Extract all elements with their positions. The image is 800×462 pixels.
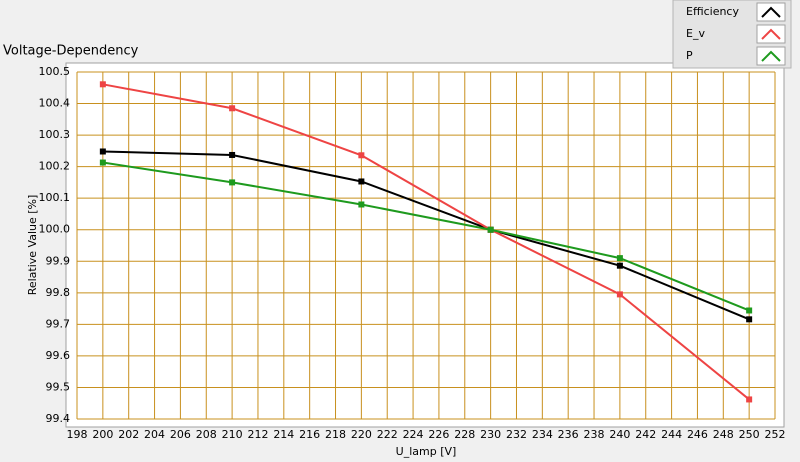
data-point bbox=[746, 307, 753, 314]
x-tick-label: 214 bbox=[273, 428, 294, 441]
x-tick-label: 248 bbox=[713, 428, 734, 441]
x-tick-label: 224 bbox=[403, 428, 424, 441]
x-tick-label: 252 bbox=[765, 428, 786, 441]
x-tick-label: 250 bbox=[739, 428, 760, 441]
data-point bbox=[616, 262, 623, 269]
data-point bbox=[358, 152, 365, 159]
data-point bbox=[99, 159, 106, 166]
x-tick-label: 222 bbox=[377, 428, 398, 441]
y-tick-label: 99.5 bbox=[46, 380, 71, 393]
x-tick-label: 228 bbox=[454, 428, 475, 441]
legend-label: P bbox=[686, 49, 693, 62]
x-tick-label: 206 bbox=[170, 428, 191, 441]
x-tick-label: 220 bbox=[351, 428, 372, 441]
x-tick-label: 236 bbox=[558, 428, 579, 441]
y-tick-label: 99.8 bbox=[46, 286, 71, 299]
legend-swatch bbox=[761, 6, 781, 18]
data-point bbox=[358, 178, 365, 185]
y-tick-label: 99.9 bbox=[46, 254, 71, 267]
x-tick-label: 216 bbox=[299, 428, 320, 441]
x-tick-label: 202 bbox=[118, 428, 139, 441]
y-tick-label: 99.4 bbox=[46, 412, 71, 425]
data-point bbox=[229, 179, 236, 186]
plot-area bbox=[65, 62, 785, 428]
data-point bbox=[487, 226, 494, 233]
series-line bbox=[102, 83, 750, 401]
legend-swatch bbox=[761, 50, 781, 62]
data-point bbox=[616, 255, 623, 262]
data-point bbox=[99, 81, 106, 88]
x-tick-label: 244 bbox=[661, 428, 682, 441]
x-tick-label: 204 bbox=[144, 428, 165, 441]
data-point bbox=[746, 316, 753, 323]
legend-swatch-box bbox=[756, 24, 786, 44]
x-tick-label: 198 bbox=[67, 428, 88, 441]
data-point bbox=[616, 291, 623, 298]
x-tick-label: 226 bbox=[428, 428, 449, 441]
legend-swatch-box bbox=[756, 46, 786, 66]
y-tick-label: 100.4 bbox=[39, 97, 71, 110]
y-axis-label: Relative Value [%] bbox=[26, 195, 39, 296]
chart-title: Voltage-Dependency bbox=[3, 44, 139, 59]
data-point bbox=[229, 151, 236, 158]
data-point bbox=[229, 105, 236, 112]
data-point bbox=[746, 396, 753, 403]
x-tick-label: 246 bbox=[687, 428, 708, 441]
x-tick-label: 208 bbox=[196, 428, 217, 441]
x-tick-label: 242 bbox=[635, 428, 656, 441]
legend-swatch bbox=[761, 28, 781, 40]
x-tick-label: 238 bbox=[584, 428, 605, 441]
data-point bbox=[99, 148, 106, 155]
x-tick-label: 200 bbox=[92, 428, 113, 441]
data-point bbox=[358, 201, 365, 208]
y-tick-label: 100.0 bbox=[39, 223, 71, 236]
x-tick-label: 210 bbox=[222, 428, 243, 441]
y-tick-label: 100.2 bbox=[39, 160, 71, 173]
y-tick-label: 100.1 bbox=[39, 191, 71, 204]
y-tick-label: 99.7 bbox=[46, 317, 71, 330]
series-line bbox=[102, 150, 750, 321]
y-tick-label: 100.3 bbox=[39, 128, 71, 141]
x-tick-label: 232 bbox=[506, 428, 527, 441]
x-tick-label: 230 bbox=[480, 428, 501, 441]
x-tick-label: 234 bbox=[532, 428, 553, 441]
x-tick-label: 212 bbox=[247, 428, 268, 441]
legend-label: E_v bbox=[686, 27, 705, 40]
x-axis-label: U_lamp [V] bbox=[396, 445, 457, 458]
legend-label: Efficiency bbox=[686, 5, 739, 18]
series-line bbox=[102, 161, 750, 312]
y-tick-label: 99.6 bbox=[46, 349, 71, 362]
legend-swatch-box bbox=[756, 2, 786, 22]
y-tick-label: 100.5 bbox=[39, 65, 71, 78]
x-tick-label: 240 bbox=[609, 428, 630, 441]
x-tick-label: 218 bbox=[325, 428, 346, 441]
